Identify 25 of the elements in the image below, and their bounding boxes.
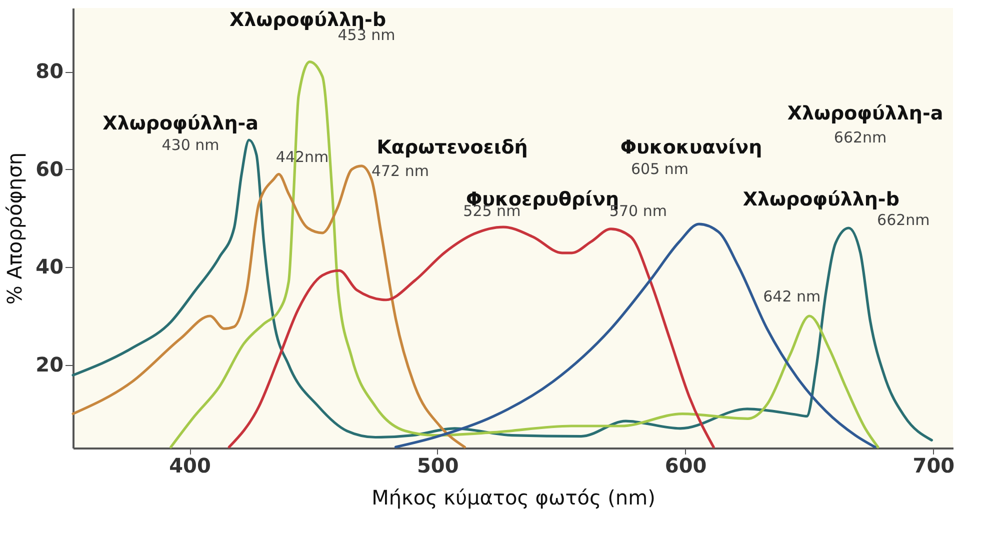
annotation: 662nm [877,211,930,230]
y-tick-label: 40 [36,254,64,279]
x-tick-label: 500 [417,454,459,478]
annotation: 662nm [834,128,887,147]
y-tick-label: 20 [36,352,64,376]
y-tick-label: 60 [36,156,64,181]
annotation: Καρωτενοειδή [376,136,528,158]
x-tick-label: 700 [912,454,955,478]
annotation: 642 nm [763,287,821,306]
annotation: Χλωροφύλλη-b [229,9,386,32]
x-tick-label: 600 [664,454,707,478]
line-series [228,226,715,448]
line-series [72,164,466,448]
x-tick-label: 400 [169,454,211,478]
annotation: 472 nm [371,162,429,180]
annotation: Χλωροφύλλη-a [102,112,258,134]
annotation: 430 nm [162,136,220,154]
y-tick-label: 80 [36,59,64,84]
y-axis-title: % Απορρόφηση [2,152,27,305]
annotation: Φυκοκυανίνη [620,136,762,158]
annotation: 605 nm [630,160,689,178]
annotation: Χλωροφύλλη-b [742,188,900,211]
x-axis-title: Μήκος κύματος φωτός (nm) [372,486,656,510]
line-series [394,222,876,448]
annotation: Χλωροφύλλη-a [787,102,944,125]
